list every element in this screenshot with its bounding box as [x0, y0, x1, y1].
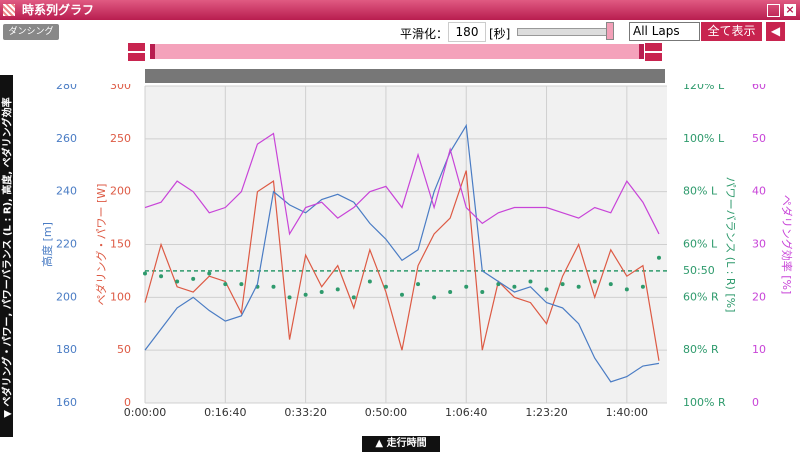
series-line	[144, 132, 660, 236]
y-tick-label: 0	[124, 396, 131, 409]
balance-dot	[480, 290, 485, 295]
range-right-btn[interactable]	[645, 53, 662, 61]
balance-dot	[239, 282, 244, 287]
y-tick-label: 280	[56, 84, 77, 92]
side-tab[interactable]: ▼ ペダリング・パワー, パワーバランス (L : R), 高度, ペダリング効…	[0, 75, 14, 437]
bottom-tab[interactable]: ▲ 走行時間	[362, 436, 440, 452]
axis-title: ペダリング・パワー [W]	[94, 184, 108, 306]
y-tick-label: 60% R	[683, 290, 719, 303]
x-tick-label: 0:50:00	[365, 406, 407, 419]
y-tick-label: 100	[110, 290, 131, 303]
balance-dot	[528, 279, 533, 284]
y-tick-label: 240	[56, 185, 77, 198]
balance-dot	[367, 279, 372, 284]
y-tick-label: 250	[110, 132, 131, 145]
maximize-button[interactable]	[767, 4, 780, 17]
y-tick-label: 200	[56, 290, 77, 303]
balance-dot	[432, 295, 437, 300]
lap-bar	[145, 69, 665, 83]
dancing-badge: ダンシング	[3, 24, 59, 40]
window-title: 時系列グラフ	[22, 3, 95, 17]
axis-title: パワーバランス (L : R) [%]	[724, 177, 737, 313]
y-tick-label: 50	[752, 132, 766, 145]
y-tick-label: 100% R	[683, 396, 726, 409]
x-tick-label: 1:23:20	[525, 406, 567, 419]
balance-dot	[287, 295, 292, 300]
balance-dot	[640, 284, 645, 289]
balance-dot	[608, 282, 613, 287]
close-button[interactable]: ×	[784, 3, 796, 16]
balance-dot	[271, 284, 276, 289]
y-tick-label: 50	[117, 343, 131, 356]
app-icon	[3, 4, 15, 16]
smoothing-label: 平滑化：	[400, 27, 449, 41]
balance-dot	[624, 287, 629, 292]
y-tick-label: 100% L	[683, 132, 725, 145]
y-tick-label: 150	[110, 238, 131, 251]
chart: 0:00:00 0:16:40 0:33:20 0:50:00 1:06:40 1:23:…	[40, 84, 794, 419]
y-tick-label: 80% R	[683, 343, 719, 356]
y-tick-label: 180	[56, 343, 77, 356]
y-tick-label: 20	[752, 290, 766, 303]
y-tick-label: 50:50	[683, 264, 715, 277]
balance-dot	[544, 287, 549, 292]
axis-title: 高度 [m]	[40, 222, 54, 267]
title-bar: 時系列グラフ ×	[0, 0, 800, 20]
balance-dot	[656, 255, 661, 260]
balance-dot	[399, 292, 404, 297]
y-tick-label: 60% L	[683, 238, 718, 251]
balance-dot	[175, 279, 180, 284]
y-tick-label: 0	[752, 396, 759, 409]
slider-thumb[interactable]	[606, 22, 614, 40]
y-tick-label: 160	[56, 396, 77, 409]
balance-dot	[303, 292, 308, 297]
show-all-button[interactable]: 全て表示	[701, 22, 762, 41]
x-tick-label: 1:40:00	[606, 406, 648, 419]
x-tick-label: 0:16:40	[204, 406, 246, 419]
balance-dot	[448, 290, 453, 295]
y-tick-label: 30	[752, 238, 766, 251]
y-tick-label: 60	[752, 84, 766, 92]
balance-dot	[512, 284, 517, 289]
range-selector[interactable]	[150, 44, 644, 59]
balance-dot	[416, 282, 421, 287]
balance-dot	[191, 276, 196, 281]
balance-dot	[223, 282, 228, 287]
smoothing-unit: [秒]	[489, 27, 511, 41]
balance-dot	[383, 284, 388, 289]
series-line	[144, 170, 660, 361]
x-tick-label: 0:33:20	[284, 406, 326, 419]
y-tick-label: 120% L	[683, 84, 725, 92]
y-tick-label: 260	[56, 132, 77, 145]
x-tick-label: 1:06:40	[445, 406, 487, 419]
balance-dot	[464, 284, 469, 289]
y-tick-label: 40	[752, 185, 766, 198]
y-tick-label: 220	[56, 238, 77, 251]
y-tick-label: 10	[752, 343, 766, 356]
lap-select[interactable]: All Laps	[629, 22, 700, 41]
balance-dot	[592, 279, 597, 284]
axis-title: ペダリング効率 [%]	[780, 195, 794, 295]
balance-dot	[576, 284, 581, 289]
range-left-btn[interactable]	[128, 43, 145, 51]
y-tick-label: 300	[110, 84, 131, 92]
y-tick-label: 200	[110, 185, 131, 198]
range-right-btn[interactable]	[645, 43, 662, 51]
smoothing-input[interactable]: 180	[448, 22, 486, 42]
y-tick-label: 80% L	[683, 185, 718, 198]
balance-dot	[335, 287, 340, 292]
balance-dot	[496, 282, 501, 287]
series-line	[144, 123, 660, 383]
balance-dot	[319, 290, 324, 295]
back-button[interactable]: ◀	[766, 22, 785, 41]
balance-dot	[560, 282, 565, 287]
smoothing-slider[interactable]	[517, 28, 612, 36]
balance-dot	[351, 295, 356, 300]
balance-dot	[207, 271, 212, 276]
range-left-btn[interactable]	[128, 53, 145, 61]
x-tick-label: 0:00:00	[124, 406, 166, 419]
balance-dot	[159, 274, 164, 279]
balance-dot	[143, 271, 147, 276]
